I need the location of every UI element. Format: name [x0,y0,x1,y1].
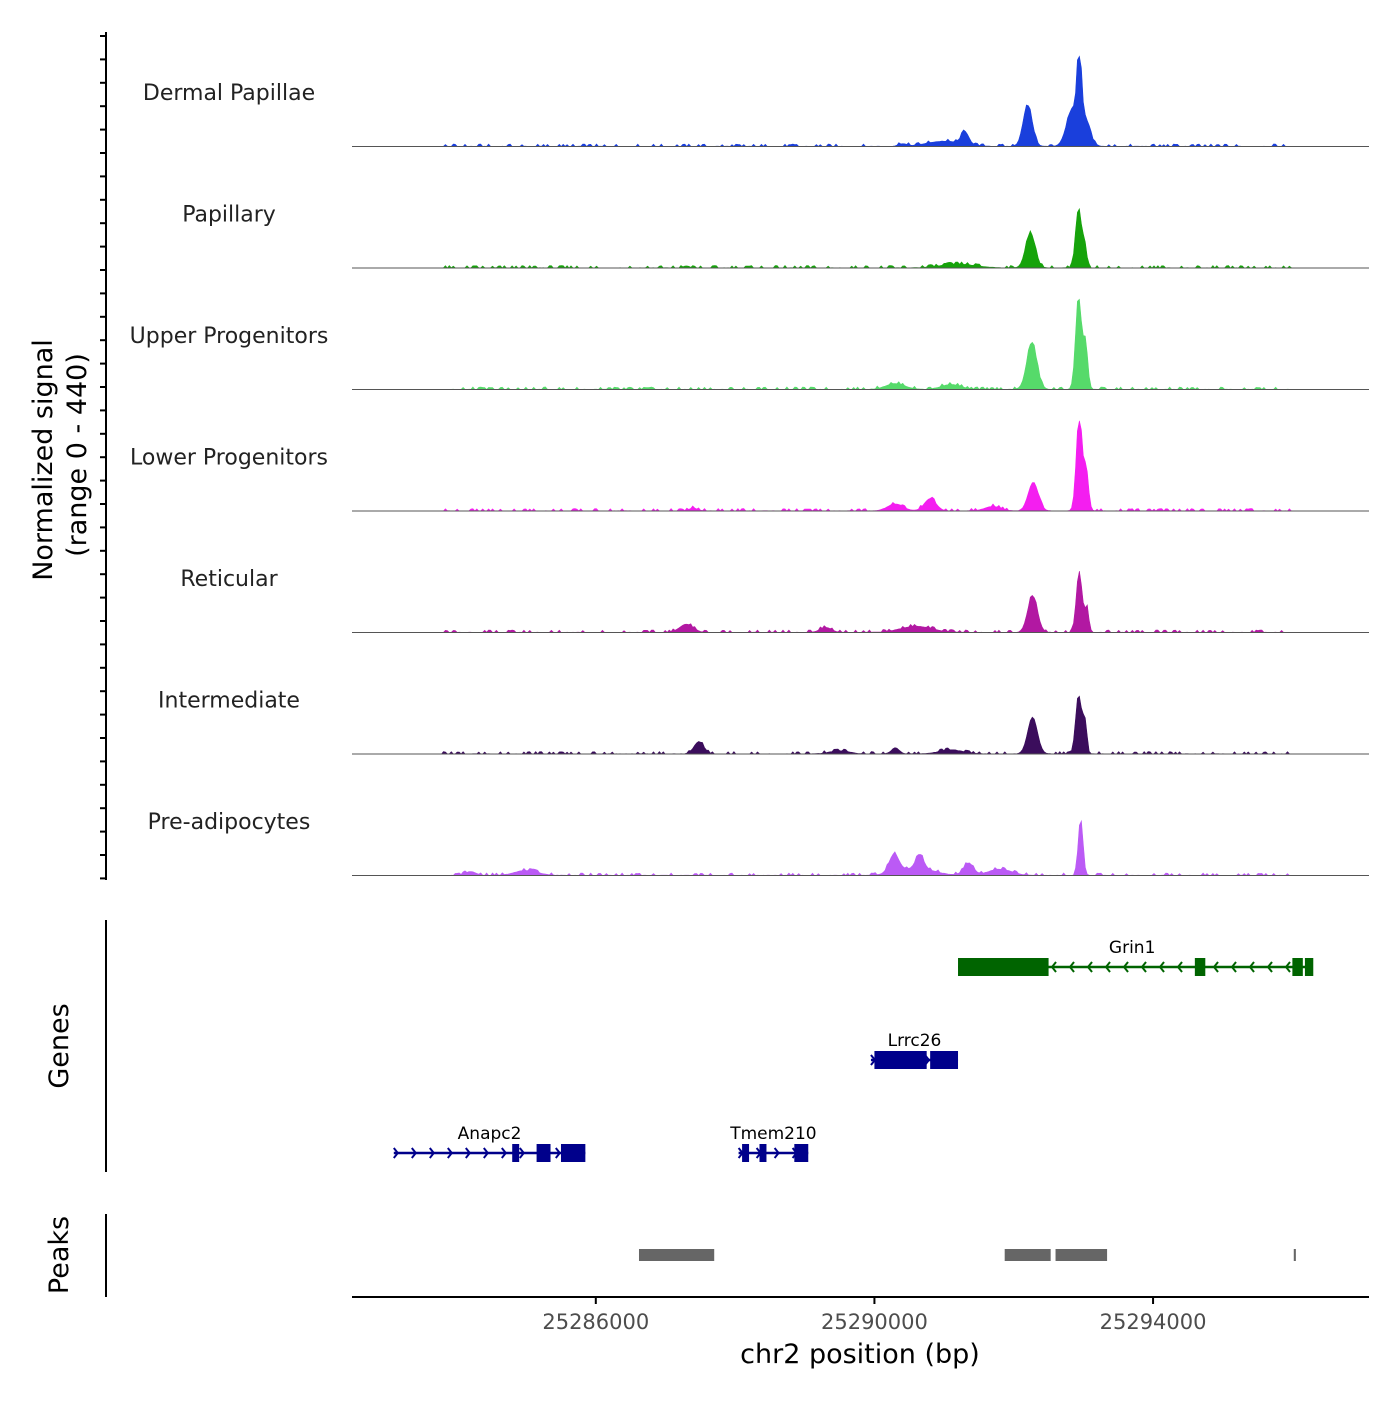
gene-lrrc26: Lrrc26 [870,1031,959,1069]
strand-chevron [1212,961,1219,973]
strand-chevron [555,1147,562,1159]
strand-chevron [1140,961,1147,973]
x-axis: 25286000 25290000 25294000 chr2 position (… [352,1296,1369,1370]
gene-exon [512,1144,520,1162]
gene-label: Lrrc26 [888,1031,942,1051]
strand-chevron [393,1147,400,1159]
x-ticks: 25286000 25290000 25294000 [542,1297,1207,1334]
genes-label: Genes [44,1003,75,1088]
strand-chevron [1068,961,1075,973]
gene-exon [1304,958,1314,976]
peak-region [1055,1249,1108,1261]
peak-regions [638,1249,1296,1261]
strand-chevron [483,1147,490,1159]
gene-exon [560,1144,586,1162]
strand-chevron [1122,961,1129,973]
peak-region [638,1249,715,1261]
x-axis-title: chr2 position (bp) [740,1339,980,1370]
strand-chevron [501,1147,508,1159]
signal-panel: Normalized signal (range 0 - 440) Dermal… [28,32,1369,880]
gene-exon [1292,958,1303,976]
gene-label: Tmem210 [729,1124,816,1144]
peak-region [1293,1249,1296,1261]
track-label: Upper Progenitors [130,324,329,349]
x-tick-label: 25286000 [542,1310,649,1334]
strand-chevron [1266,961,1273,973]
track-upper-progenitors: Upper Progenitors [130,298,1369,390]
strand-chevron [773,1147,780,1159]
strand-chevron [1086,961,1093,973]
track-intermediate: Intermediate [158,689,1369,755]
peaks-panel: Peaks [44,1214,1296,1297]
gene-anapc2: Anapc2 [393,1124,586,1162]
strand-chevron [411,1147,418,1159]
gene-exon [874,1051,927,1069]
gene-exon [930,1051,959,1069]
strand-chevron [1284,961,1291,973]
strand-chevron [465,1147,472,1159]
gene-models: Grin1 Lrrc26 Anapc2 Tmem210 [393,938,1314,1162]
track-label: Papillary [182,203,276,228]
strand-chevron [447,1147,454,1159]
gene-label: Anapc2 [458,1124,522,1144]
x-tick-label: 25290000 [821,1310,928,1334]
track-label: Pre-adipocytes [148,810,311,835]
x-tick-label: 25294000 [1100,1310,1207,1334]
genes-panel: Genes Grin1 Lrrc26 Anapc2 Tmem210 [44,920,1314,1172]
strand-chevron [1248,961,1255,973]
track-label: Lower Progenitors [130,446,328,471]
strand-chevron [1176,961,1183,973]
strand-chevron [429,1147,436,1159]
signal-range-label: (range 0 - 440) [62,353,93,557]
strand-chevron [1104,961,1111,973]
track-label: Intermediate [158,689,300,714]
signal-tracks: Dermal Papillae Papillary Upper Progenitor… [130,55,1369,876]
track-label: Reticular [180,567,278,592]
gene-exon [536,1144,551,1162]
gene-exon [958,958,1049,976]
track-reticular: Reticular [180,567,1369,633]
strand-chevron [1050,961,1057,973]
signal-y-ticks [100,35,106,880]
track-pre-adipocytes: Pre-adipocytes [148,810,1369,876]
signal-y-label: Normalized signal [28,339,59,581]
track-lower-progenitors: Lower Progenitors [130,420,1369,512]
gene-exon [794,1144,809,1162]
track-papillary: Papillary [182,203,1369,269]
peaks-label: Peaks [44,1216,75,1294]
gene-exon [1194,958,1206,976]
gene-label: Grin1 [1109,938,1155,958]
track-dermal-papillae: Dermal Papillae [143,55,1369,147]
strand-chevron [1230,961,1237,973]
gene-exon [759,1144,767,1162]
track-label: Dermal Papillae [143,81,315,106]
peak-region [1004,1249,1051,1261]
gene-grin1: Grin1 [958,938,1314,976]
strand-chevron [519,1147,526,1159]
gene-tmem210: Tmem210 [729,1124,817,1162]
strand-chevron [1158,961,1165,973]
gene-exon [742,1144,750,1162]
